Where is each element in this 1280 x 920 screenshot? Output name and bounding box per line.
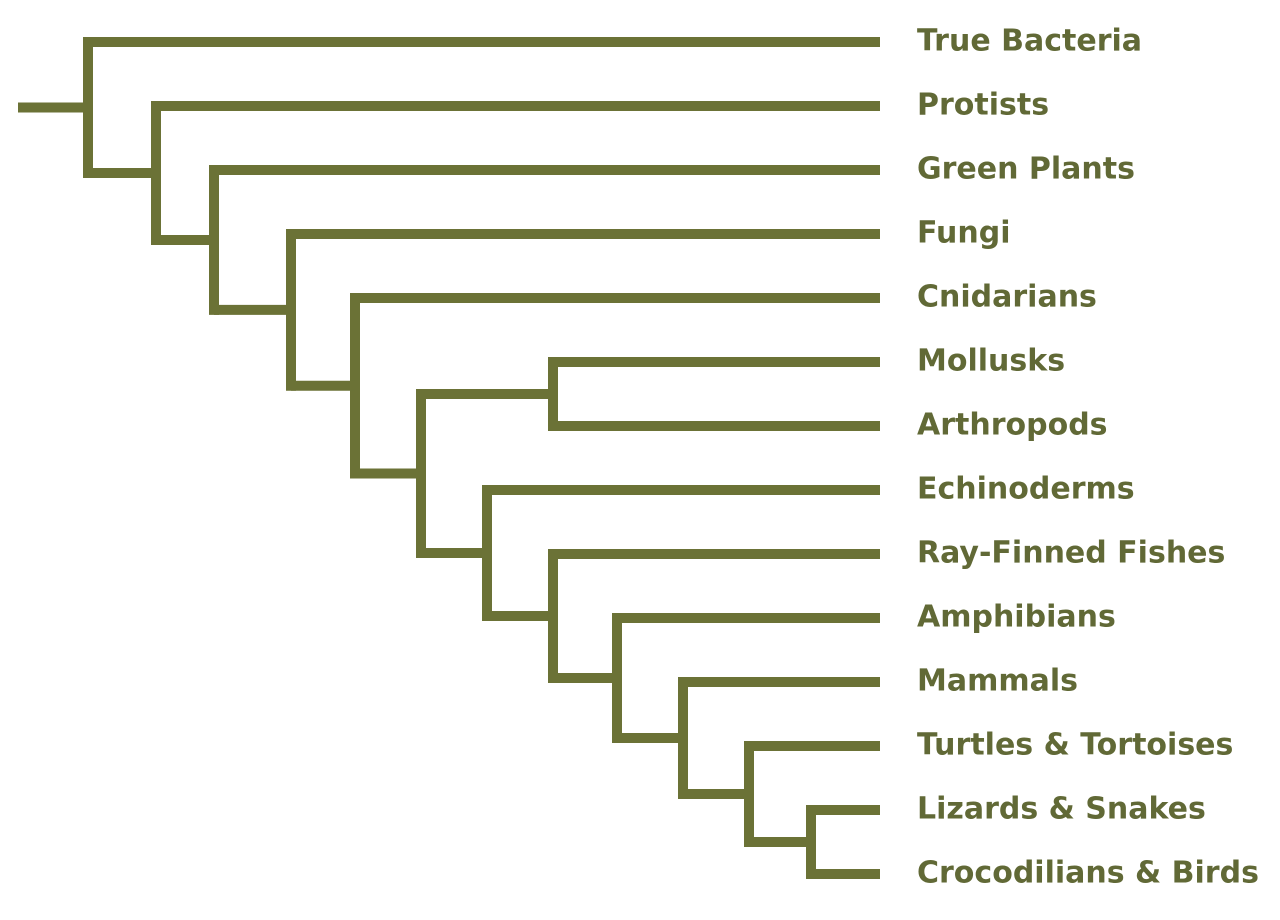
taxon-label-true-bacteria: True Bacteria xyxy=(917,24,1142,59)
taxon-label-cnidarians: Cnidarians xyxy=(917,280,1097,315)
taxon-label-turtles-and-tortoises: Turtles & Tortoises xyxy=(917,728,1233,763)
taxon-label-arthropods: Arthropods xyxy=(917,408,1108,443)
taxon-label-mammals: Mammals xyxy=(917,664,1078,699)
taxon-label-fungi: Fungi xyxy=(917,216,1010,251)
taxon-labels: True Bacteria Protists Green Plants Fungi Cn… xyxy=(917,24,1259,891)
taxon-label-crocodilians-and-birds: Crocodilians & Birds xyxy=(917,856,1259,891)
taxon-label-mollusks: Mollusks xyxy=(917,344,1065,379)
cladogram-branches xyxy=(18,37,880,879)
taxon-label-lizards-and-snakes: Lizards & Snakes xyxy=(917,792,1206,827)
taxon-label-amphibians: Amphibians xyxy=(917,600,1116,635)
taxon-label-protists: Protists xyxy=(917,88,1049,123)
taxon-label-echinoderms: Echinoderms xyxy=(917,472,1135,507)
taxon-label-ray-finned-fishes: Ray-Finned Fishes xyxy=(917,536,1225,571)
taxon-label-green-plants: Green Plants xyxy=(917,152,1135,187)
